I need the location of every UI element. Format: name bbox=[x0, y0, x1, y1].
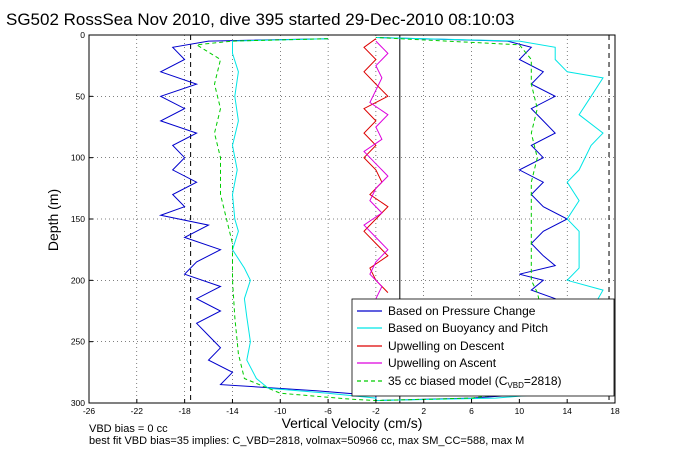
y-tick-label: 250 bbox=[71, 337, 85, 347]
x-tick-label: -14 bbox=[226, 406, 239, 416]
series-line-3 bbox=[363, 40, 389, 299]
y-tick-label: 200 bbox=[71, 275, 85, 285]
y-axis-label: Depth (m) bbox=[45, 189, 61, 251]
x-tick-label: -6 bbox=[324, 406, 332, 416]
x-tick-label: 14 bbox=[562, 406, 572, 416]
legend-label-model: 35 cc biased model (CVBD=2818) bbox=[388, 374, 562, 390]
x-tick-label: -2 bbox=[372, 406, 380, 416]
y-tick-label: 300 bbox=[71, 398, 85, 408]
legend-label-ascent: Upwelling on Ascent bbox=[388, 356, 497, 370]
x-tick-label: 18 bbox=[610, 406, 620, 416]
annotation-vbd-bias: VBD bias = 0 cc bbox=[89, 423, 168, 435]
chart-title: SG502 RossSea Nov 2010, dive 395 started… bbox=[6, 10, 514, 29]
legend-box bbox=[351, 298, 615, 397]
x-tick-label: -18 bbox=[178, 406, 191, 416]
legend-label-descent: Upwelling on Descent bbox=[388, 339, 505, 353]
series-line-2 bbox=[363, 38, 389, 293]
x-axis-ticks: -26 -22 -18 -14 -10 -6 -2 2 6 10 14 18 bbox=[83, 399, 620, 416]
legend-model-subscript: VBD bbox=[507, 381, 524, 390]
y-tick-label: 150 bbox=[71, 214, 85, 224]
legend-model-prefix: 35 cc biased model (C bbox=[388, 374, 508, 388]
annotation-best-fit: best fit VBD bias=35 implies: C_VBD=2818… bbox=[89, 435, 524, 447]
legend-model-suffix: =2818) bbox=[524, 374, 562, 388]
y-tick-label: 0 bbox=[80, 30, 85, 40]
x-tick-label: -22 bbox=[131, 406, 144, 416]
x-axis-label: Vertical Velocity (cm/s) bbox=[282, 415, 423, 431]
x-tick-label: 6 bbox=[469, 406, 474, 416]
y-axis-ticks: 0 50 100 150 200 250 300 bbox=[71, 30, 93, 408]
legend: Based on Pressure Change Based on Buoyan… bbox=[351, 298, 615, 397]
x-tick-label: 2 bbox=[421, 406, 426, 416]
x-tick-label: -10 bbox=[274, 406, 287, 416]
legend-label-buoyancy: Based on Buoyancy and Pitch bbox=[388, 321, 548, 335]
y-tick-label: 100 bbox=[71, 153, 85, 163]
x-tick-label: 10 bbox=[515, 406, 525, 416]
y-tick-label: 50 bbox=[76, 91, 86, 101]
x-tick-label: -26 bbox=[83, 406, 96, 416]
legend-label-pressure: Based on Pressure Change bbox=[388, 304, 536, 318]
